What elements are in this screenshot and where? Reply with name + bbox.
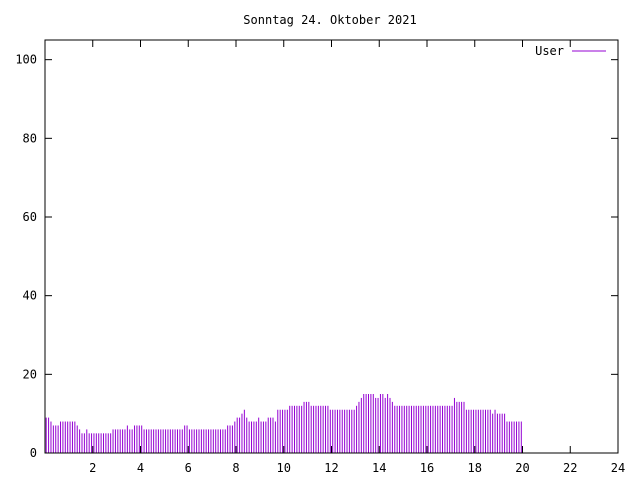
y-tick-label: 100 xyxy=(15,53,37,67)
x-tick-label: 12 xyxy=(324,461,338,475)
axes xyxy=(44,39,619,454)
x-tick-label: 4 xyxy=(137,461,144,475)
y-tick-label: 80 xyxy=(23,131,37,145)
x-tick-label: 6 xyxy=(185,461,192,475)
legend: User xyxy=(535,44,606,58)
y-tick-label: 20 xyxy=(23,367,37,381)
x-tick-label: 16 xyxy=(420,461,434,475)
x-tick-label: 14 xyxy=(372,461,386,475)
y-tick-label: 40 xyxy=(23,289,37,303)
x-tick-label: 8 xyxy=(232,461,239,475)
x-tick-label: 18 xyxy=(468,461,482,475)
y-tick-label: 60 xyxy=(23,210,37,224)
x-tick-label: 24 xyxy=(611,461,625,475)
legend-label: User xyxy=(535,44,564,58)
y-tick-label: 0 xyxy=(30,446,37,460)
plot-frame xyxy=(44,39,619,454)
series-bars xyxy=(45,394,522,453)
chart-title: Sonntag 24. Oktober 2021 xyxy=(243,13,416,27)
x-tick-label: 10 xyxy=(277,461,291,475)
x-tick-label: 2 xyxy=(89,461,96,475)
x-tick-label: 22 xyxy=(563,461,577,475)
x-tick-label: 20 xyxy=(515,461,529,475)
